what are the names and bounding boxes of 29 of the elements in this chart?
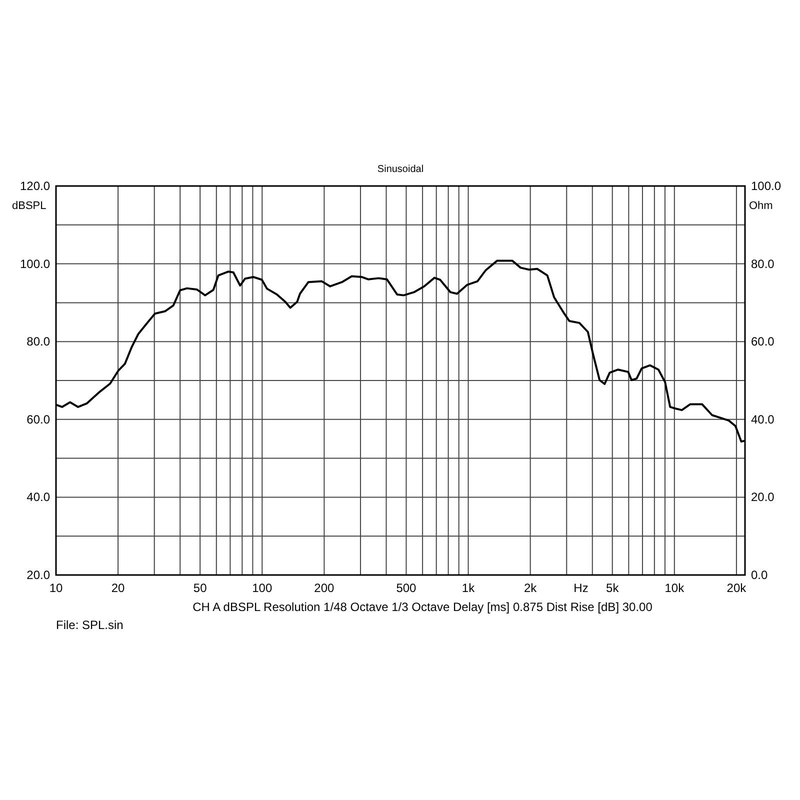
y-tick-label: 40.0 (26, 490, 50, 504)
x-tick-label: 5k (606, 581, 620, 595)
y2-tick-label: 80.0 (751, 256, 775, 271)
x-tick-label: 1k (462, 581, 476, 595)
y-tick-label: 100.0 (20, 256, 50, 271)
x-tick-label: 100 (252, 581, 272, 595)
y-tick-label: 120.0 (20, 179, 50, 193)
x-tick-label: 10k (664, 581, 686, 595)
x-tick-label: 10 (49, 581, 63, 595)
y2-tick-label: 0.0 (751, 568, 768, 582)
x-tick-label: 200 (314, 581, 335, 595)
y-axis-title: dBSPL (12, 200, 46, 212)
chart-title: Sinusoidal (377, 164, 424, 175)
x-tick-label: 500 (396, 581, 417, 595)
text: CH A dBSPL Resolution 1/48 Octave 1/3 Octave Delay [ms] 0.875 Dist Rise [dB] 30.00 (192, 600, 653, 614)
y2-axis-title: Ohm (749, 200, 773, 212)
y2-tick-label: 100.0 (751, 179, 782, 193)
y-tick-label: 80.0 (26, 334, 50, 349)
x-tick-label: 20k (726, 581, 748, 595)
x-axis-title: Hz (574, 581, 588, 595)
x-tick-label: 50 (193, 581, 208, 595)
y-tick-label: 60.0 (26, 412, 50, 426)
y-tick-label: 20.0 (26, 568, 50, 582)
x-tick-label: 2k (524, 581, 538, 595)
y2-tick-label: 20.0 (751, 490, 775, 504)
y2-tick-label: 60.0 (751, 334, 775, 349)
x-tick-label: 20 (111, 581, 126, 595)
y2-tick-label: 40.0 (751, 412, 775, 426)
text: File: SPL.sin (56, 618, 124, 632)
